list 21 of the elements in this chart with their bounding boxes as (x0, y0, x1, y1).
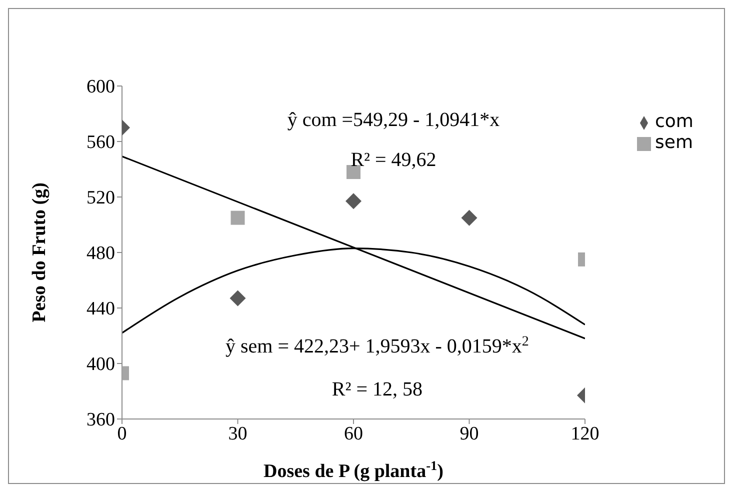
x-tick-label: 30 (228, 423, 248, 444)
annotation: R² = 49,62 (350, 148, 436, 171)
y-axis-title: Peso do Fruto (g) (29, 182, 50, 322)
annotation: ŷ com =549,29 - 1,0941*x (287, 108, 500, 131)
x-tick-label: 0 (117, 423, 127, 444)
point (346, 193, 362, 210)
legend-label: sem (655, 132, 693, 153)
y-tick-label: 440 (86, 298, 115, 320)
annotation: R² = 12, 58 (332, 378, 423, 401)
y-tick-label: 360 (86, 410, 115, 431)
y-tick-label: 520 (86, 188, 115, 209)
x-axis-title: Doses de P (g planta$^{-1}$) (264, 458, 444, 482)
y-tick-label: 480 (86, 243, 115, 264)
y-tick-label: 400 (86, 354, 115, 376)
x-tick-label: 90 (460, 423, 479, 444)
legend-label: com (655, 111, 694, 132)
x-tick-label: 120 (570, 423, 600, 444)
y-tick-label: 560 (86, 132, 115, 154)
x-tick-label: 60 (344, 423, 363, 444)
annotation: ŷ sem = 422,23+ 1,9593x - 0,0159*x$^{2}$ (225, 334, 529, 358)
y-tick-label: 600 (86, 76, 115, 98)
